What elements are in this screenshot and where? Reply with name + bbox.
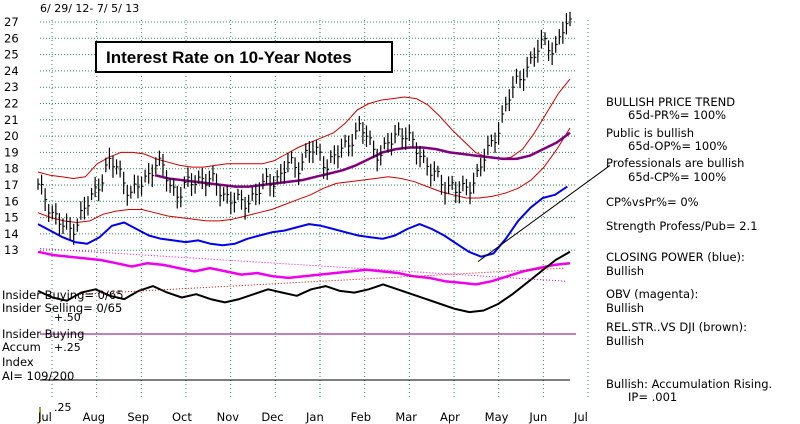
ai-label: AI= 109/200 [2,369,74,383]
insider-buying-label: Insider Buying= 0/65 [2,288,124,302]
y-tick-21: 21 [4,113,19,127]
bullish-price-trend: BULLISH PRICE TREND [606,95,735,109]
accumulation-rising: Bullish: Accumulation Rising. [606,377,772,391]
x-tick-may-10: May [485,410,509,424]
closing-power-label: CLOSING POWER (blue): [606,250,745,264]
x-tick-jan-6: Jan [305,410,324,424]
y-tick-25: 25 [4,48,19,62]
y-tick-22: 22 [4,97,19,111]
closing-power-value: Bullish [606,264,644,278]
cp-vs-pr: CP%vsPr%= 0% [606,195,699,209]
insider-buying-label-2: Insider Buying [2,327,84,341]
y-tick-19: 19 [4,145,19,159]
x-tick-jul-12: Jul [573,410,588,424]
accum-plus50-label: +.50 [54,311,81,324]
y-tick-26: 26 [4,31,19,45]
minus25-label: .25 [54,401,72,414]
x-tick-dec-5: Dec [261,410,283,424]
x-tick-jun-11: Jun [528,410,547,424]
x-tick-mar-8: Mar [395,410,417,424]
rel-str-value: Bullish [606,334,644,348]
date-range: 6/ 29/ 12- 7/ 5/ 13 [40,2,139,15]
y-tick-23: 23 [4,80,19,94]
x-tick-apr-9: Apr [440,410,460,424]
cp-pct: 65d-CP%= 100% [628,170,726,184]
pr-pct: 65d-PR%= 100% [628,108,726,122]
upper-band-line [37,78,571,179]
accum-label: Accum [2,340,41,354]
y-tick-20: 20 [4,129,19,143]
y-tick-24: 24 [4,64,19,78]
y-tick-14: 14 [4,227,19,241]
y-tick-17: 17 [4,178,19,192]
moving-average-line [154,131,571,188]
y-tick-13: 13 [4,243,19,257]
y-axis-ticks: 13 14 15 16 17 18 19 20 21 22 23 24 25 26 27 [4,15,19,257]
obv-dotted-trend [39,248,566,282]
obv-line [37,250,571,286]
ip-value: IP= .001 [628,390,677,404]
closing-power-line [37,185,568,258]
y-tick-18: 18 [4,162,19,176]
strength-profess-pub: Strength Profess/Pub= 2.1 [606,219,758,233]
y-tick-27: 27 [4,15,19,29]
public-bullish: Public is bullish [606,126,694,140]
accum-plus25-label: +.25 [54,341,81,354]
x-tick-nov-4: Nov [217,410,240,424]
rel-str-label: REL.STR..VS DJI (brown): [606,320,747,334]
relative-strength-line [37,250,571,314]
series-layer [37,11,611,422]
lower-band-line [37,127,571,223]
obv-value: Bullish [606,301,644,315]
chart-title: Interest Rate on 10-Year Notes [106,48,352,67]
x-tick-feb-7: Feb [351,410,371,424]
x-tick-sep-2: Sep [127,410,149,424]
x-tick-aug-1: Aug [83,410,105,424]
op-pct: 65d-OP%= 100% [628,139,728,153]
closing-power-trendline [477,165,611,263]
y-tick-16: 16 [4,194,19,208]
index-label: Index [2,355,34,369]
y-tick-15: 15 [4,211,19,225]
insider-selling-label: Insider Selling= 0/65 [2,301,122,315]
title-box [95,41,393,73]
x-tick-oct-3: Oct [172,410,192,424]
x-tick-jul-0: Jul [37,410,52,424]
x-axis-ticks: Jul Aug Sep Oct Nov Dec Jan Feb Mar Apr May Jun Jul [37,410,588,424]
obv-label: OBV (magenta): [606,287,698,301]
professionals-bullish: Professionals are bullish [606,156,744,170]
